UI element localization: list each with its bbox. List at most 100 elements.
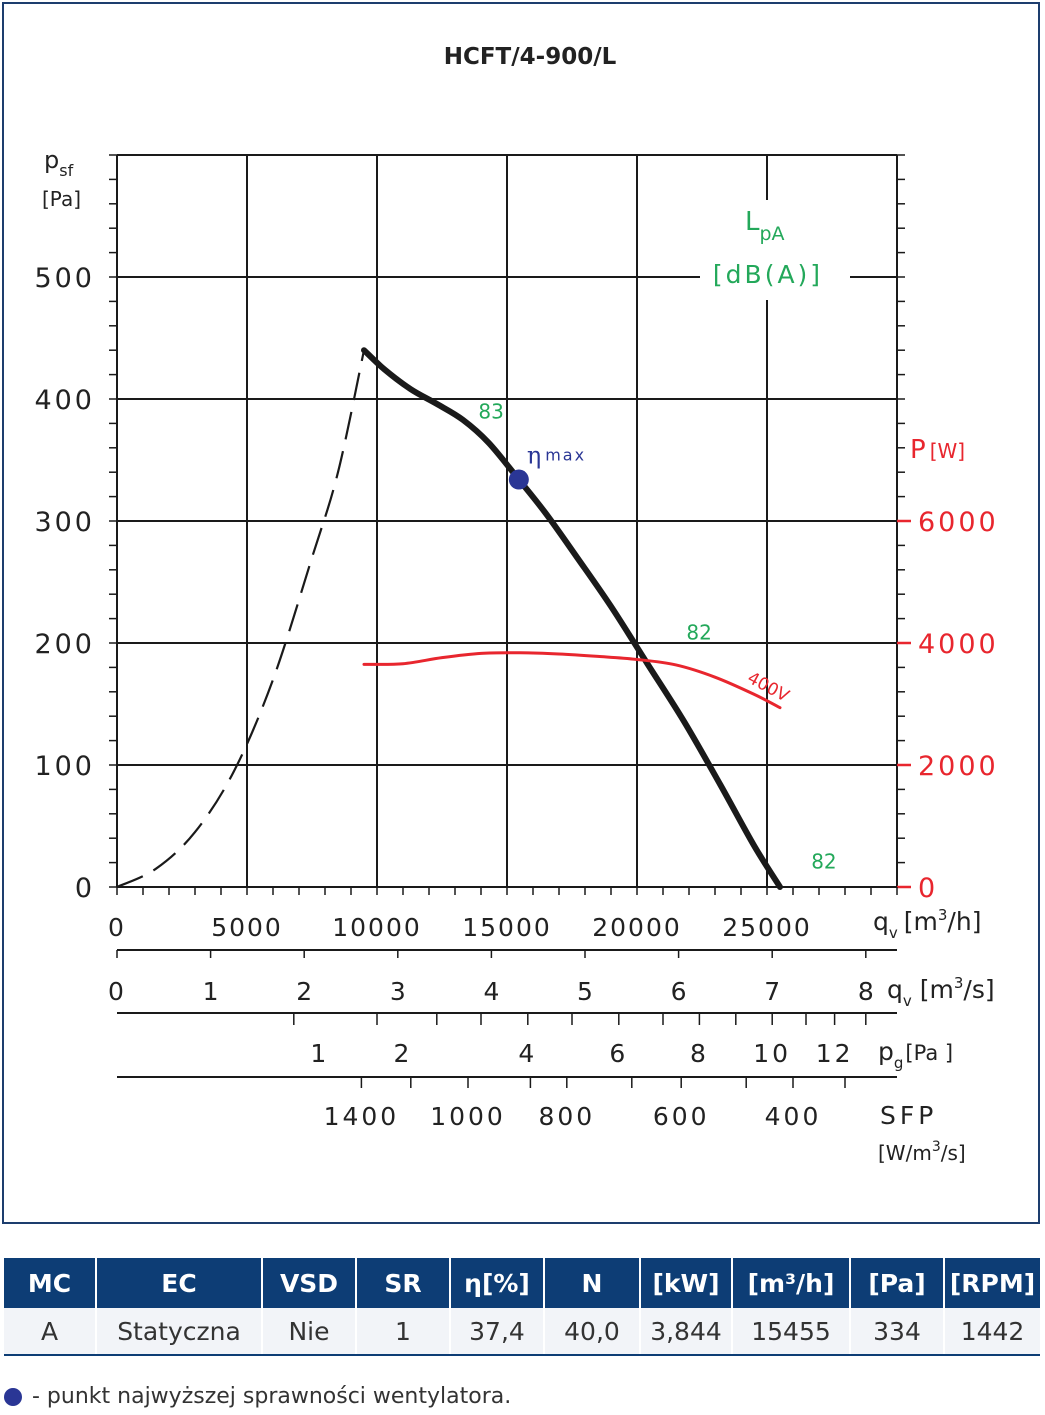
y-left-tick-label: 500	[34, 263, 95, 294]
header-kw: [kW]	[640, 1258, 733, 1308]
scale-m3s-tick-label: 2	[296, 977, 312, 1006]
lpa-label-sub: pA	[760, 223, 785, 245]
header-rpm: [RPM]	[944, 1258, 1040, 1308]
cell-vsd: Nie	[262, 1308, 357, 1356]
scale-m3s-tick-label: 5	[577, 977, 593, 1006]
scale-pg-tick-label: 4	[518, 1039, 537, 1068]
cell-n: 40,0	[544, 1308, 641, 1356]
lpa-value-label: 82	[686, 620, 711, 644]
scale-sfp-tick-label: 1000	[430, 1102, 506, 1131]
header-flow: [m³/h]	[732, 1258, 851, 1308]
y-left-tick-label: 300	[34, 507, 95, 538]
scale-pg-tick-label: 8	[690, 1039, 709, 1068]
scale-pg-label-main: p	[878, 1037, 894, 1066]
scale-sfp-unit-main: [W/m	[878, 1141, 932, 1165]
footnote-text: - punkt najwyższej sprawności wentylator…	[32, 1384, 512, 1409]
scale-m3s-unit: [m	[920, 975, 954, 1004]
scale-m3s-tick-label: 6	[671, 977, 687, 1006]
header-mc: MC	[4, 1258, 97, 1308]
eta-max-point	[508, 469, 529, 490]
cell-sr: 1	[356, 1308, 451, 1356]
y-left-axis-label-main: p	[44, 146, 59, 174]
cell-kw: 3,844	[640, 1308, 733, 1356]
lpa-unit: [dB(A)]	[713, 260, 823, 289]
y-left-tick-label: 100	[34, 751, 95, 782]
scale-pg-tick-label: 10	[753, 1039, 791, 1068]
scale-pg-tick-label: 1	[310, 1039, 329, 1068]
scale-sfp-unit-sup: 3	[932, 1139, 941, 1155]
header-efficiency: η[%]	[450, 1258, 545, 1308]
y-right-tick-label: 0	[918, 873, 938, 904]
eta-max-sub: max	[545, 446, 586, 465]
cell-pa: 334	[850, 1308, 945, 1356]
scale-m3s-tick-label: 4	[483, 977, 499, 1006]
scale-sfp-tick-label: 800	[538, 1102, 595, 1131]
scale-pg-label: pg[Pa ]	[878, 1037, 953, 1072]
cell-rpm: 1442	[944, 1308, 1040, 1356]
scale-m3s-tick-label: 3	[390, 977, 406, 1006]
x-tick-label: 0	[108, 913, 126, 942]
lpa-value-label: 83	[478, 400, 503, 424]
header-n: N	[544, 1258, 641, 1308]
y-right-axis-label: P [W]	[910, 435, 965, 465]
table-header-row: MC EC VSD SR η[%] N [kW] [m³/h] [Pa] [RP…	[4, 1258, 1040, 1308]
scale-m3s-label: qv [m3/s]	[887, 974, 995, 1010]
scale-sfp-unit: [W/m3/s]	[878, 1139, 966, 1165]
x-axis-unit-end: /h]	[947, 907, 981, 936]
y-left-axis-unit: [Pa]	[42, 187, 81, 211]
x-axis-label-sub: v	[889, 924, 898, 942]
lpa-label-main: L	[745, 207, 760, 237]
scale-sfp-unit-end: /s]	[941, 1141, 966, 1165]
unstable-region	[116, 349, 366, 889]
x-axis-unit-sup: 3	[938, 906, 948, 924]
scale-pg-tick-label: 12	[816, 1039, 854, 1068]
y-right-tick-label: 4000	[918, 629, 999, 660]
cell-flow: 15455	[732, 1308, 851, 1356]
x-tick-label: 5000	[211, 913, 283, 942]
scale-pg-unit: [Pa ]	[905, 1041, 953, 1065]
scale-m3s-tick-label: 8	[858, 977, 874, 1006]
x-tick-label: 10000	[332, 913, 422, 942]
eta-max-dot-icon	[4, 1387, 22, 1406]
scale-m3s-tick-label: 0	[108, 977, 124, 1006]
lpa-label: LpA	[745, 207, 785, 245]
fan-performance-chart: HCFT/4-900/L0100200300400500psf[Pa]02000…	[34, 44, 999, 1165]
scale-sfp-label: SFP	[880, 1101, 937, 1130]
header-pa: [Pa]	[850, 1258, 945, 1308]
header-ec: EC	[96, 1258, 263, 1308]
x-tick-label: 15000	[462, 913, 552, 942]
x-axis-unit: [m	[904, 907, 938, 936]
table-row: A Statyczna Nie 1 37,4 40,0 3,844 15455 …	[4, 1308, 1040, 1356]
chart-frame	[2, 2, 1040, 1224]
y-right-axis-unit: [W]	[930, 439, 965, 463]
scale-m3s-unit-sup: 3	[954, 974, 964, 992]
eta-max-label: η max	[527, 442, 586, 470]
eta-max-symbol: η	[527, 442, 541, 470]
lpa-label-background	[700, 200, 850, 300]
x-axis-label-main: q	[873, 907, 889, 936]
y-left-tick-label: 200	[34, 629, 95, 660]
y-left-axis-label: psf	[44, 146, 74, 180]
chart-title: HCFT/4-900/L	[444, 44, 617, 70]
cell-ec: Statyczna	[96, 1308, 263, 1356]
scale-m3s-unit-end: /s]	[963, 975, 994, 1004]
y-right-tick-label: 2000	[918, 751, 999, 782]
y-right-tick-label: 6000	[918, 507, 999, 538]
x-axis-label: qv [m3/h]	[873, 906, 981, 942]
power-curve	[362, 651, 782, 710]
cell-mc: A	[4, 1308, 97, 1356]
scale-m3s-label-sub: v	[903, 992, 912, 1010]
scale-m3s-tick-label: 7	[764, 977, 780, 1006]
lpa-value-label: 82	[811, 850, 836, 874]
scale-pg-tick-label: 2	[394, 1039, 413, 1068]
scale-m3s-label-main: q	[887, 975, 903, 1004]
header-vsd: VSD	[262, 1258, 357, 1308]
scale-sfp-tick-label: 600	[653, 1102, 710, 1131]
y-left-axis-label-sub: sf	[59, 161, 73, 180]
y-right-axis-label-main: P	[910, 435, 926, 465]
scale-pg-tick-label: 6	[609, 1039, 628, 1068]
scale-sfp-tick-label: 1400	[324, 1102, 400, 1131]
y-left-tick-label: 400	[34, 385, 95, 416]
scale-m3s-tick-label: 1	[203, 977, 219, 1006]
pressure-curve	[361, 347, 783, 890]
